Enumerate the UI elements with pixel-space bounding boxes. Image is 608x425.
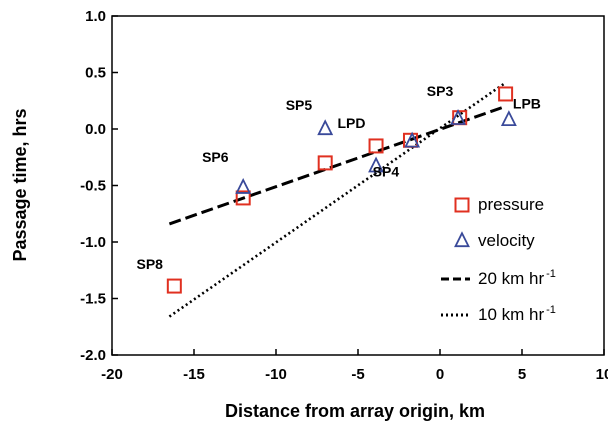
y-tick-label: 1.0 — [85, 8, 106, 25]
pressure-marker — [498, 86, 514, 102]
velocity-marker — [368, 156, 384, 173]
legend-label: velocity — [478, 231, 535, 250]
legend-label: 20 km hr -1 — [478, 268, 556, 288]
x-tick-label: -10 — [265, 366, 287, 383]
pressure-marker — [235, 190, 251, 206]
legend-velocity-symbol — [454, 231, 470, 248]
point-label: SP6 — [202, 149, 229, 165]
x-axis-title: Distance from array origin, km — [225, 401, 485, 421]
velocity-marker — [404, 131, 421, 148]
data-markers — [166, 86, 517, 294]
point-label: SP4 — [373, 163, 400, 179]
legend: pressure velocity 20 km hr -1 10 km hr -1 — [441, 195, 556, 324]
pressure-marker — [368, 138, 384, 154]
x-tick-label: 0 — [436, 366, 444, 383]
velocity-marker — [317, 119, 334, 136]
legend-pressure-symbol — [454, 197, 470, 213]
y-tick-label: -1.0 — [80, 234, 106, 251]
legend-label-superscript: -1 — [546, 304, 556, 316]
y-tick-label: 0.0 — [85, 121, 106, 138]
point-label: LPB — [513, 96, 541, 112]
velocity-marker — [235, 177, 252, 194]
legend-label: pressure — [478, 195, 544, 214]
legend-label: 10 km hr -1 — [478, 304, 556, 324]
y-tick-label: -0.5 — [80, 178, 106, 195]
y-axis-title: Passage time, hrs — [10, 108, 30, 261]
point-label: LPD — [337, 115, 365, 131]
y-tick-label: 0.5 — [85, 65, 106, 82]
y-tick-label: -1.5 — [80, 291, 106, 308]
point-label: SP3 — [427, 83, 454, 99]
velocity-marker — [450, 109, 466, 125]
velocity-marker — [500, 110, 517, 127]
point-label: SP5 — [286, 97, 313, 113]
x-axis-ticks: -20 -15 -10 -5 0 5 10 — [101, 349, 608, 383]
line-10-kmh — [168, 81, 507, 318]
point-annotations: SP8 SP6 SP5 LPD SP4 SP3 LPB — [136, 83, 540, 272]
point-label: SP8 — [136, 256, 163, 272]
x-tick-label: -20 — [101, 366, 123, 383]
legend-label-superscript: -1 — [546, 268, 556, 280]
y-axis-ticks: -2.0 -1.5 -1.0 -0.5 0.0 0.5 1.0 — [80, 8, 118, 364]
fit-lines — [168, 81, 507, 318]
x-tick-label: 10 — [596, 366, 608, 383]
pressure-marker — [317, 155, 333, 171]
x-tick-label: 5 — [518, 366, 526, 383]
x-tick-label: -15 — [183, 366, 205, 383]
y-tick-label: -2.0 — [80, 347, 106, 364]
pressure-marker — [166, 278, 182, 294]
line-20-kmh — [168, 104, 507, 226]
x-tick-label: -5 — [351, 366, 364, 383]
